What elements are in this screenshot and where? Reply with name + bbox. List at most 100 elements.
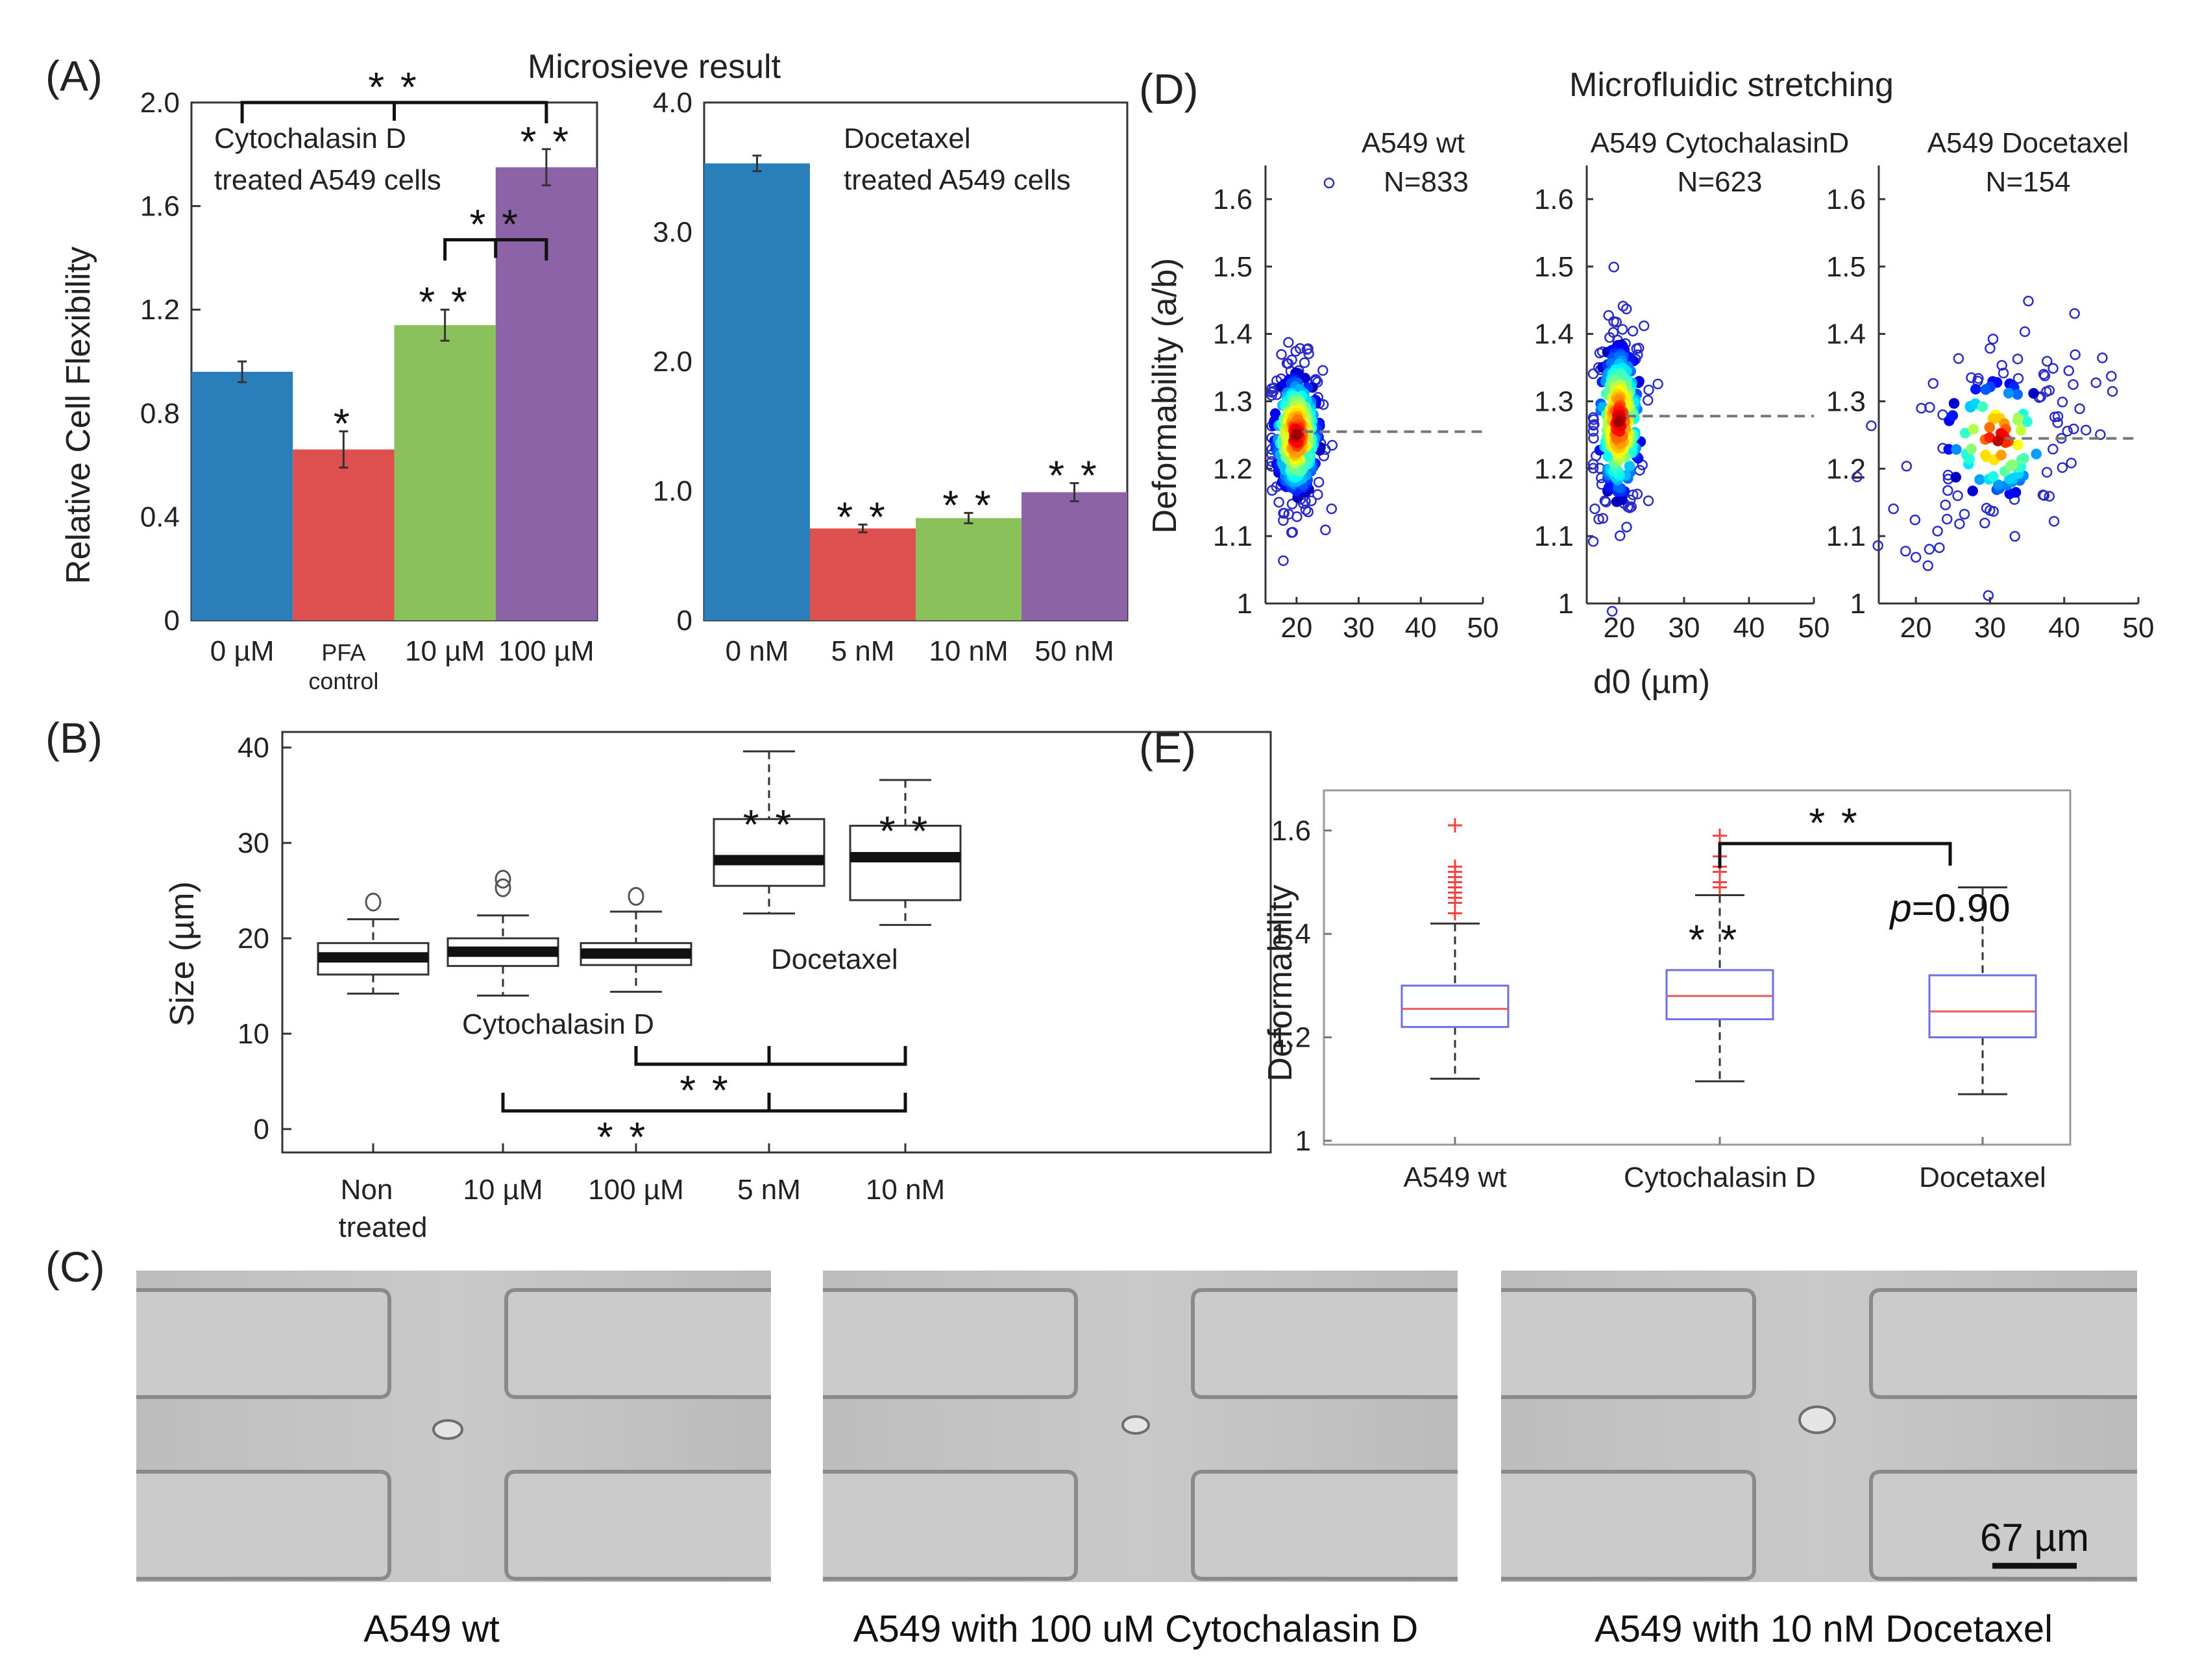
chart-d-point: [1909, 514, 1921, 526]
chart-d-point: [1974, 474, 1985, 485]
chart-e-ylabel: Deformability: [1262, 884, 1299, 1081]
chart-d-point: [1924, 544, 1935, 555]
chart-d-point: [1952, 490, 1963, 502]
chart-d-point: [2107, 385, 2118, 397]
chart-d-point: [2005, 460, 2016, 472]
chart-b: Cytochalasin D Docetaxel 0 10 20 30 40 Non tre…: [238, 731, 1272, 1243]
chart-a2-bar: [810, 528, 916, 620]
chart-e-ytick-label: 1: [1295, 1125, 1311, 1157]
chart-d-point: [1981, 502, 1992, 514]
chart-d-xtick-label: 20: [1280, 612, 1312, 644]
chart-d-point: [1299, 357, 1310, 369]
chart-a1-significance: * *: [419, 278, 471, 325]
chart-d-point: [1643, 495, 1654, 507]
chart-a1-significance: *: [334, 400, 354, 447]
chart-d-point: [1966, 443, 1977, 455]
chart-a2-xtick-label: 5 nM: [831, 635, 895, 667]
chart-d-point: [2015, 424, 2027, 436]
chart-d-point: [2023, 295, 2034, 307]
chart-d-point: [1631, 343, 1642, 354]
micrograph-wt-cell: [432, 1419, 463, 1440]
chart-b-ytick-label: 0: [254, 1114, 269, 1145]
chart-a2-bar: [916, 518, 1021, 620]
chart-d-point: [1922, 560, 1933, 571]
chart-b-significance: * *: [879, 808, 932, 855]
chart-b-ytick-label: 40: [238, 732, 269, 764]
chart-d-ylabel: Deformability (a/b): [1146, 258, 1184, 534]
chart-b-xtick-label: 5 nM: [737, 1174, 801, 1206]
chart-d-ytick-label: 1.2: [1534, 453, 1574, 485]
chart-d-point: [1603, 310, 1614, 321]
chart-d-point: [1587, 463, 1599, 474]
chart-d-point: [1901, 461, 1913, 472]
chart-d-point: [1269, 408, 1281, 419]
chart-d-point: [1983, 590, 1994, 601]
chart-d-point: [1977, 401, 1988, 412]
chart-d-point: [1278, 515, 1289, 526]
chart-d-point: [2012, 415, 2024, 426]
chart-d-ytick-label: 1.5: [1826, 251, 1866, 283]
chart-d-point: [1984, 422, 1996, 433]
chart-d-ytick-label: 1.4: [1826, 319, 1866, 350]
chart-e-ytick-label: 1.4: [1271, 918, 1311, 950]
chart-d-point: [1271, 389, 1282, 400]
chart-d-point: [2066, 457, 2077, 469]
chart-d-point: [1312, 489, 1323, 500]
chart-d-point: [2016, 454, 2027, 465]
chart-d-point: [1291, 511, 1302, 522]
scale-bar-label: 67 µm: [1980, 1516, 2089, 1559]
chart-b-ylabel: Size (µm): [164, 881, 201, 1027]
chart-d-point: [1996, 359, 2007, 371]
chart-d-point: [1627, 326, 1639, 337]
panel-label-b: (B): [45, 714, 103, 762]
chart-a2-xtick-label: 50 nM: [1034, 635, 1114, 667]
chart-d-point: [2095, 429, 2106, 440]
chart-d-point: [1267, 385, 1279, 397]
chart-d-point: [2090, 377, 2101, 389]
micrograph-docetaxel-chamber-bottom-right: [1869, 1470, 2137, 1581]
chart-d-point: [1303, 348, 1314, 359]
chart-d-ytick-label: 1.4: [1213, 319, 1253, 350]
chart-d-point: [2009, 531, 2020, 542]
chart-d-point: [2028, 388, 2039, 399]
chart-d-point: [2068, 423, 2079, 435]
chart-b-bracket: [634, 1046, 907, 1066]
chart-d-point: [2012, 389, 2024, 400]
chart-a1-bar: [293, 449, 395, 620]
chart-d-point: [1942, 485, 1953, 496]
chart-d-ytick-label: 1.1: [1213, 520, 1253, 552]
chart-d-subplot-n: N=623: [1678, 166, 1763, 198]
chart-d-point: [1273, 496, 1284, 508]
chart-d-ytick-label: 1: [1850, 588, 1866, 620]
chart-d-point: [1620, 303, 1632, 315]
chart-d-point: [1617, 324, 1628, 335]
chart-d-point: [1276, 348, 1287, 360]
chart-d-point: [1588, 433, 1599, 444]
chart-b-xtick-sublabel: treated: [339, 1211, 428, 1243]
chart-d-xtick-label: 40: [2048, 612, 2080, 644]
chart-b-xtick-label: 10 nM: [866, 1174, 945, 1206]
chart-d-subplot-title: A549 CytochalasinD: [1591, 127, 1850, 159]
micrograph-cytochalasin-chamber-bottom-left: [823, 1470, 1078, 1581]
chart-d-point: [1980, 449, 1991, 461]
chart-d-point: [1979, 517, 1990, 529]
micrograph-cytochalasin: [823, 1271, 1458, 1582]
chart-d-point: [2052, 417, 2063, 428]
chart-d-point: [1967, 485, 1978, 496]
chart-d-xtick-label: 20: [1604, 612, 1635, 644]
micrograph-docetaxel: 67 µm: [1501, 1271, 2137, 1582]
chart-e-ytick-label: 1.2: [1271, 1022, 1311, 1054]
chart-d-xtick-label: 30: [1343, 612, 1375, 644]
chart-d-point: [1968, 424, 1979, 435]
panel-label-e: (E): [1139, 724, 1196, 772]
chart-d-point: [1992, 479, 2004, 491]
chart-a2-ytick-label: 3.0: [653, 217, 692, 249]
chart-d-point: [1642, 395, 1654, 406]
chart-d-ytick-label: 1: [1558, 588, 1574, 620]
chart-b-outlier: [495, 878, 511, 897]
chart-d-point: [2057, 396, 2068, 408]
chart-e-bracket-label: * *: [1809, 799, 1861, 846]
chart-a1: Cytochalasin D treated A549 cells 0 0.4 0.…: [140, 64, 598, 694]
chart-a1-ytick-label: 0.4: [140, 501, 180, 533]
chart-d-point: [1287, 526, 1298, 538]
